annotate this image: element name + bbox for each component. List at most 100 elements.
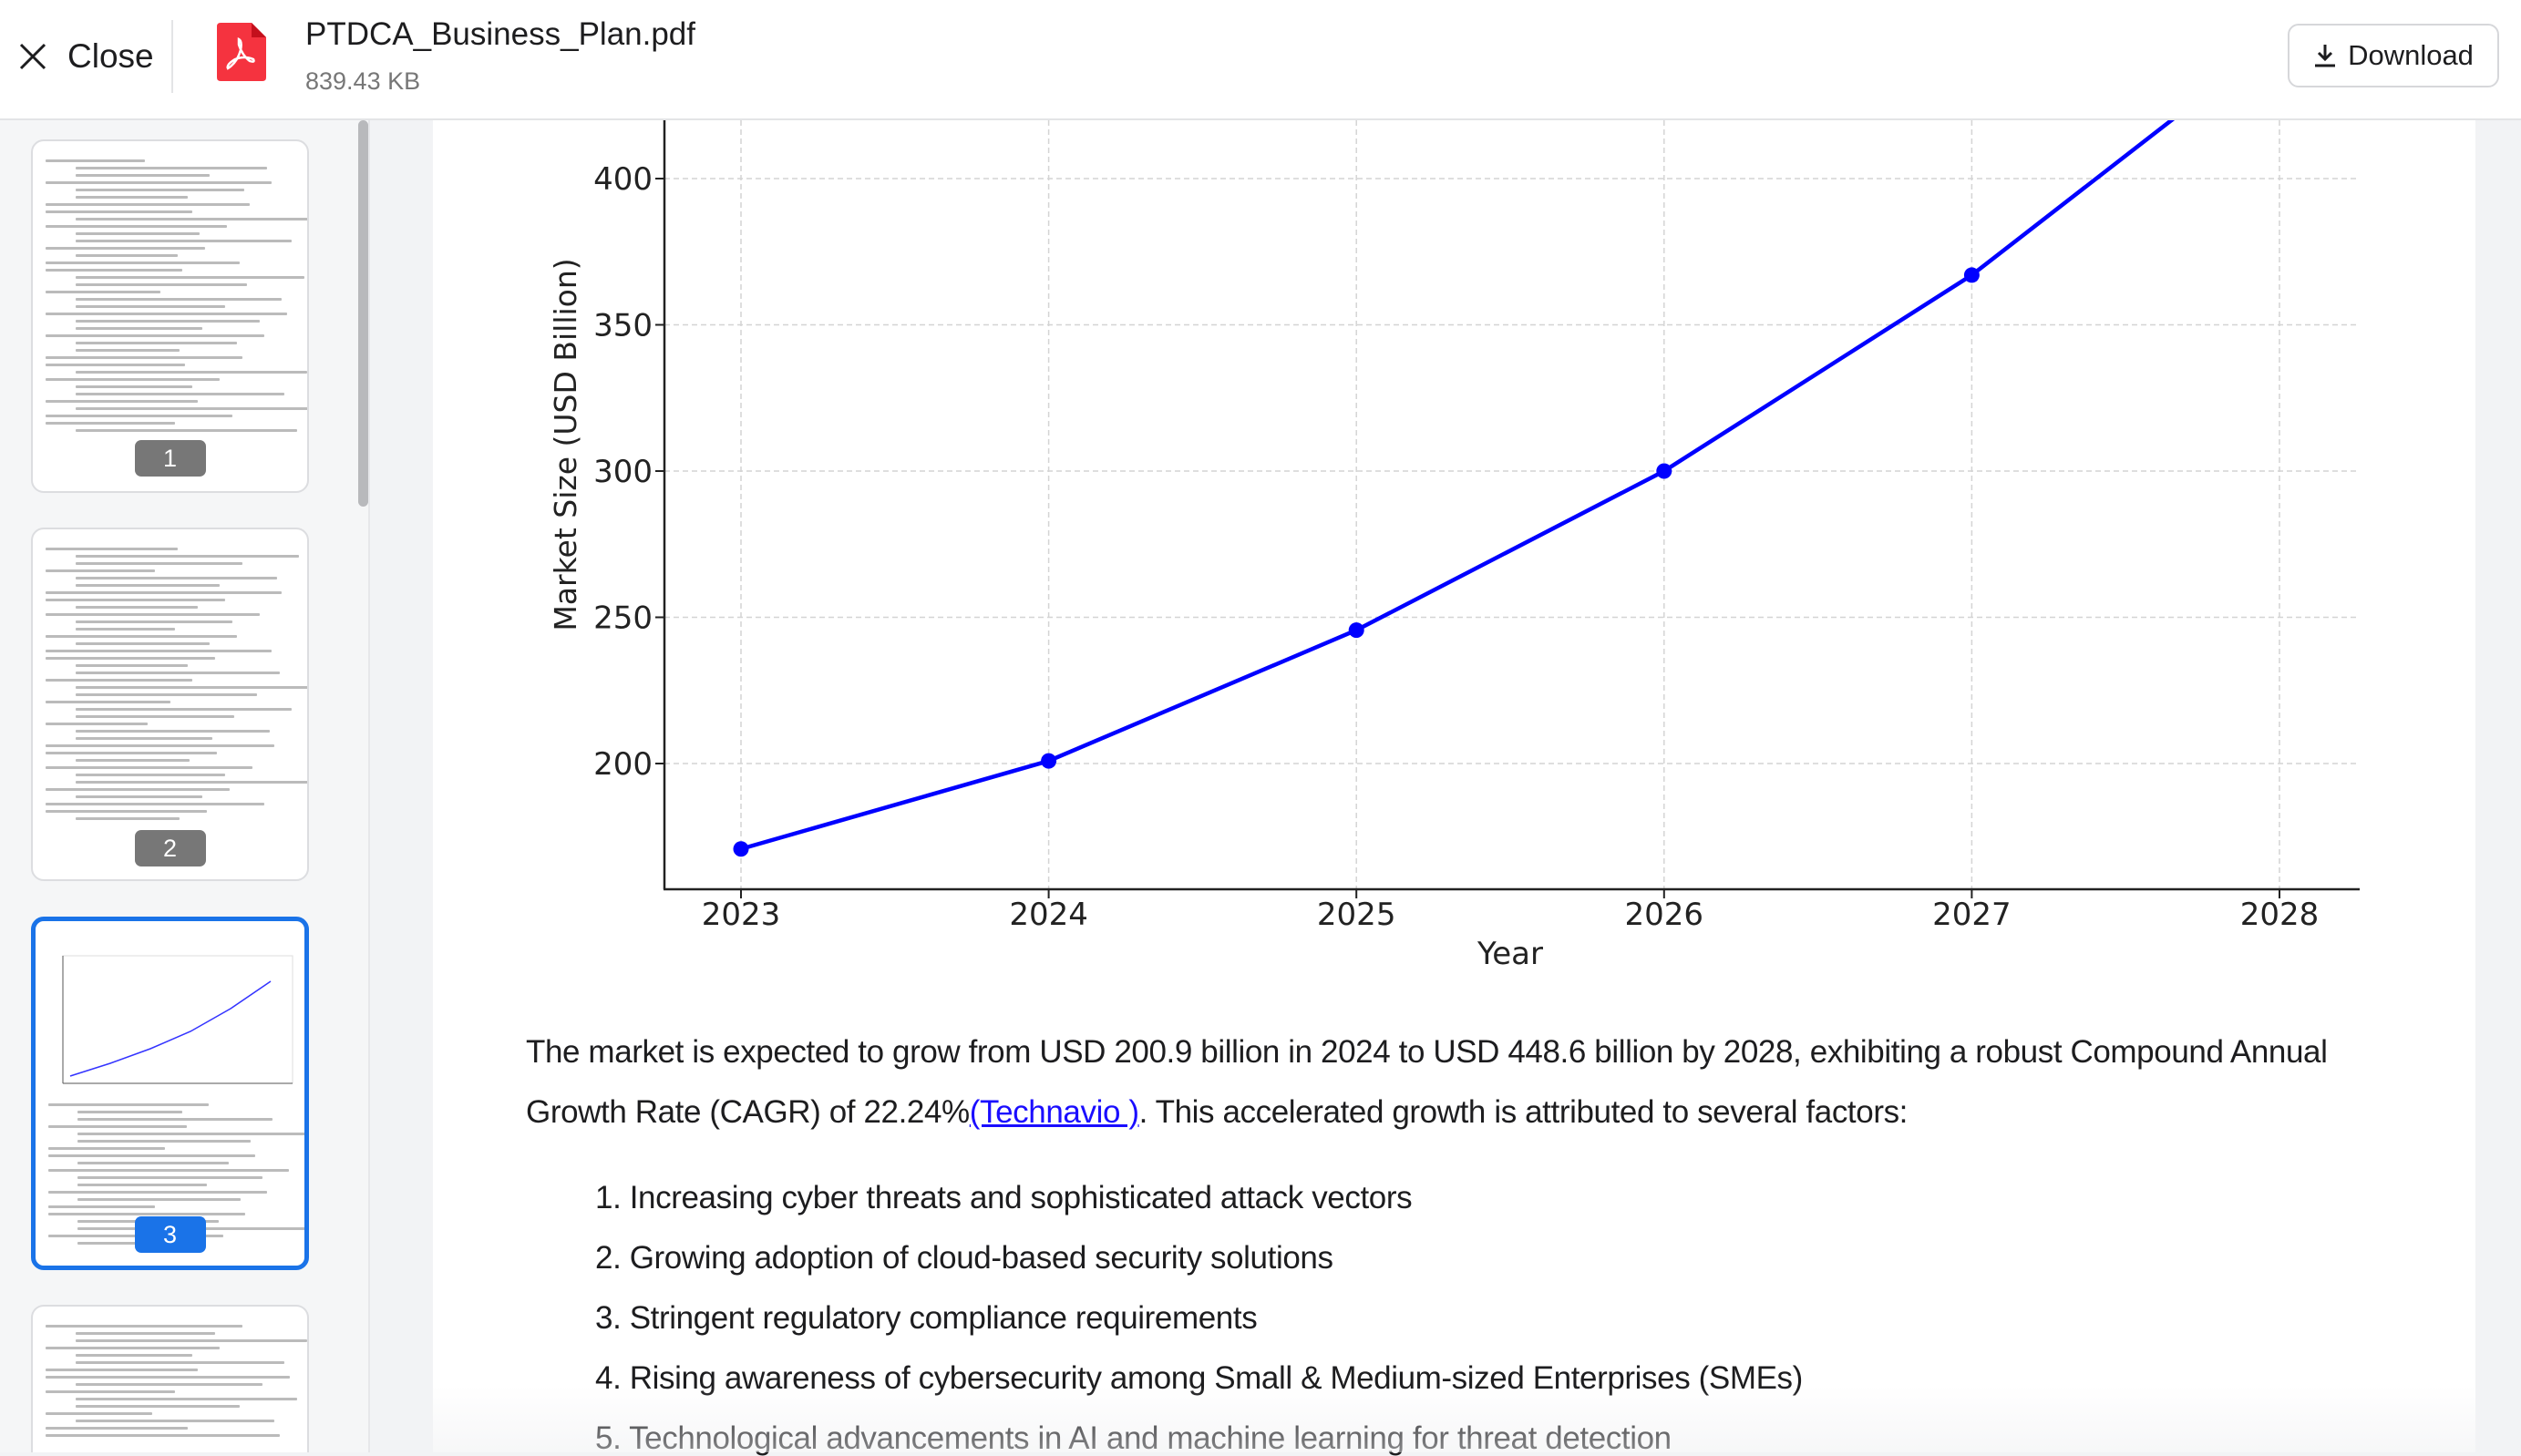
thumbnail-text-line	[77, 1140, 251, 1143]
page-number-badge: 2	[134, 830, 206, 866]
thumbnail-text-line	[75, 584, 221, 587]
x-tick-label: 2028	[2240, 897, 2320, 933]
page-thumbnail-1[interactable]: 1	[31, 139, 309, 493]
thumbnail-text-line	[46, 766, 252, 769]
thumbnail-text-line	[46, 261, 240, 264]
list-item: 2. Growing adoption of cloud-based secur…	[595, 1240, 1333, 1276]
thumbnail-text-line	[46, 1390, 175, 1393]
download-button[interactable]: Download	[2288, 24, 2499, 87]
thumbnail-text-line	[75, 1398, 297, 1400]
thumbnail-text-line	[75, 730, 270, 733]
thumbnail-text-line	[75, 218, 307, 220]
thumbnail-text-line	[46, 701, 170, 703]
thumbnail-text-line	[75, 577, 277, 579]
thumbnail-text-line	[77, 1111, 182, 1113]
thumbnail-text-line	[75, 642, 211, 645]
pdf-page	[433, 0, 2475, 1452]
thumbnail-text-line	[46, 181, 273, 184]
thumbnail-text-line	[48, 1205, 156, 1208]
close-button[interactable]: Close	[9, 27, 163, 86]
pdf-file-icon	[217, 23, 266, 81]
thumbnail-text-line	[75, 620, 232, 623]
thumbnail-content	[46, 1325, 307, 1441]
thumbnail-text-line	[75, 715, 235, 718]
thumbnail-text-line	[46, 247, 205, 250]
thumbnail-text-line	[75, 737, 212, 740]
thumbnail-text-line	[46, 422, 175, 425]
page-thumbnail-2[interactable]: 2	[31, 528, 309, 881]
thumbnail-text-line	[75, 1354, 193, 1357]
page-thumbnails-sidebar: 1 2 3	[0, 120, 370, 1452]
thumbnail-text-line	[46, 803, 265, 805]
close-label: Close	[67, 37, 154, 75]
page-number-badge: 3	[134, 1216, 206, 1253]
thumbnail-text-line	[75, 276, 304, 279]
thumbnail-text-line	[75, 1420, 275, 1422]
thumbnail-text-line	[46, 1347, 221, 1349]
paragraph-text-end: . This accelerated growth is attributed …	[1138, 1094, 1909, 1130]
thumbnail-text-line	[75, 349, 180, 352]
thumbnail-text-line	[46, 291, 160, 293]
thumbnail-text-line	[75, 628, 175, 631]
paragraph-text: The market is expected to grow from USD …	[526, 1034, 2328, 1130]
thumbnail-text-line	[75, 693, 258, 696]
thumbnail-text-line	[46, 1376, 290, 1379]
thumbnail-text-line	[75, 1339, 307, 1342]
thumbnail-text-line	[75, 1405, 240, 1408]
thumbnail-text-line	[77, 1162, 229, 1164]
x-tick-label: 2026	[1625, 897, 1704, 933]
thumbnail-text-line	[75, 342, 238, 344]
data-point-2026	[1656, 463, 1672, 479]
thumbnail-text-line	[75, 189, 245, 191]
thumbnail-text-line	[75, 1361, 285, 1364]
thumbnail-text-line	[75, 555, 300, 558]
thumbnail-text-line	[46, 210, 193, 213]
sidebar-scrollbar[interactable]	[358, 120, 368, 507]
thumbnail-text-line	[77, 1184, 207, 1186]
thumbnail-text-line	[77, 1133, 304, 1135]
thumbnail-text-line	[75, 562, 242, 565]
thumbnail-text-line	[46, 334, 265, 337]
page-thumbnail-3[interactable]: 3	[31, 917, 309, 1270]
thumbnail-text-line	[46, 269, 183, 272]
thumbnail-text-line	[46, 548, 178, 550]
thumbnail-text-line	[46, 810, 208, 813]
x-tick-label: 2024	[1009, 897, 1088, 933]
download-icon	[2315, 45, 2336, 67]
list-item: 5. Technological advancements in AI and …	[595, 1420, 1672, 1456]
y-tick-label: 300	[593, 454, 653, 490]
thumbnail-text-line	[75, 320, 260, 323]
thumbnail-text-line	[75, 298, 283, 301]
technavio-link[interactable]: (Technavio )	[969, 1094, 1139, 1130]
data-point-2023	[733, 841, 749, 857]
thumbnail-text-line	[77, 1118, 273, 1121]
series-line	[740, 120, 2176, 851]
thumbnail-text-line	[75, 774, 225, 776]
thumbnail-text-line	[46, 569, 156, 572]
thumbnail-text-line	[48, 1147, 166, 1150]
thumbnail-text-line	[75, 1332, 215, 1335]
thumbnail-text-line	[46, 635, 238, 638]
x-axis-label: Year	[1477, 936, 1543, 972]
header-divider	[171, 20, 173, 93]
x-tick-label: 2023	[702, 897, 781, 933]
y-tick-label: 200	[593, 746, 653, 783]
thumbnail-text-line	[77, 1198, 241, 1201]
thumbnail-text-line	[75, 606, 198, 609]
thumbnail-text-line	[75, 305, 225, 308]
page-thumbnail-4[interactable]	[31, 1305, 309, 1452]
thumbnail-text-line	[75, 781, 307, 784]
thumbnail-text-line	[46, 788, 231, 791]
thumbnail-text-line	[46, 1412, 153, 1415]
thumbnail-text-line	[46, 679, 193, 682]
thumbnail-text-line	[46, 225, 228, 228]
thumbnail-text-line	[75, 371, 307, 374]
download-label: Download	[2348, 39, 2474, 71]
thumbnail-text-line	[75, 672, 280, 674]
thumbnail-text-line	[46, 599, 225, 601]
thumbnail-text-line	[75, 385, 193, 388]
thumbnail-text-line	[46, 723, 148, 725]
thumbnail-text-line	[75, 232, 201, 235]
thumbnail-text-line	[75, 174, 211, 177]
thumbnail-text-line	[48, 1154, 255, 1157]
